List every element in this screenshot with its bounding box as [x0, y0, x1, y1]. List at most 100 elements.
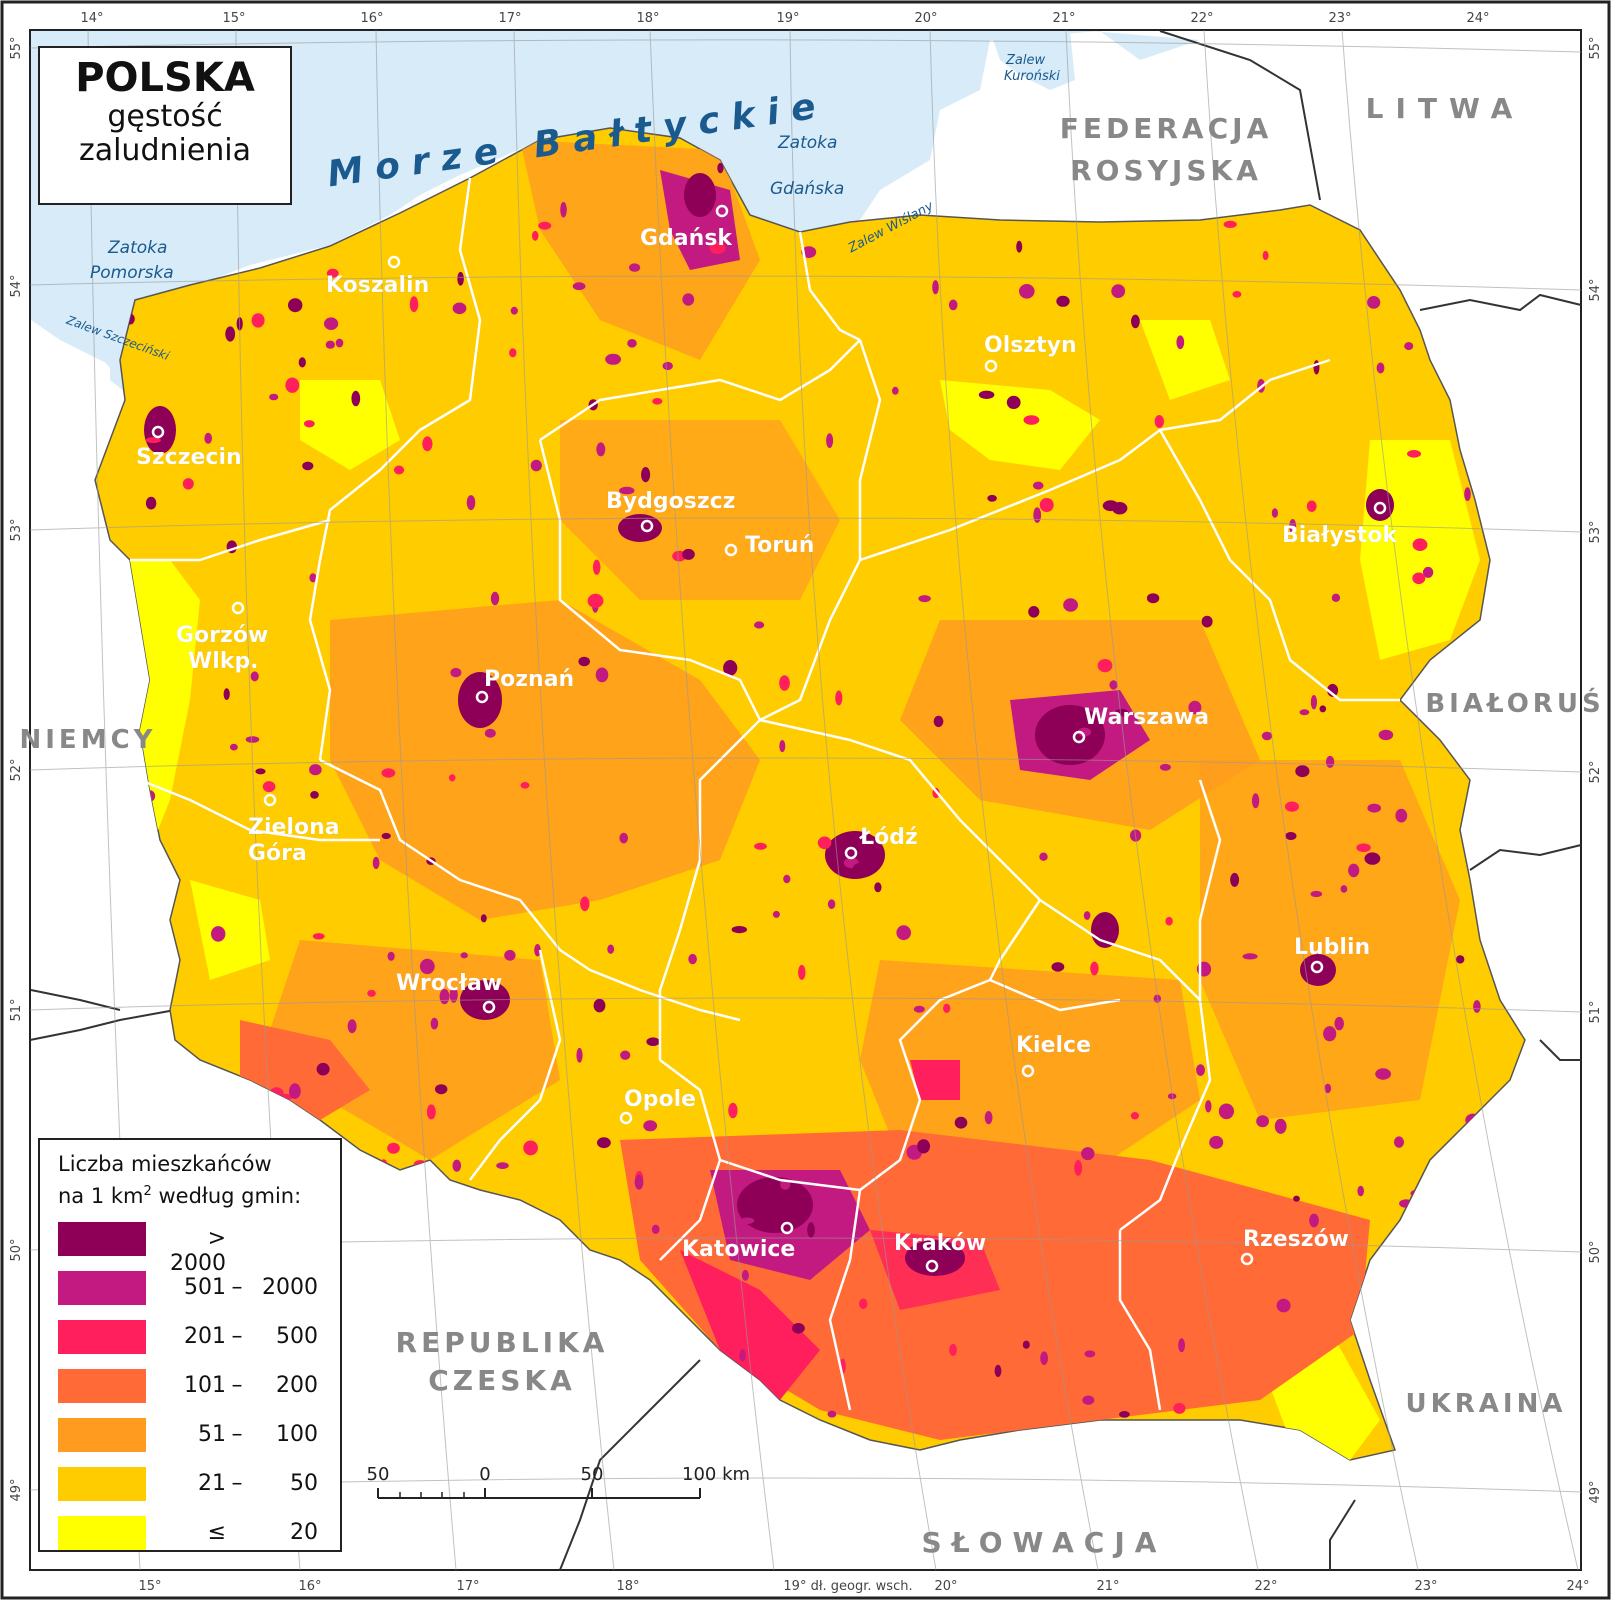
town-blob: [1404, 342, 1414, 351]
legend-range-low: 201: [184, 1324, 226, 1349]
town-blob: [1340, 885, 1348, 893]
city-label: Lublin: [1294, 935, 1370, 960]
town-blob: [145, 437, 161, 444]
town-blob: [1293, 1195, 1300, 1202]
legend-heading-line1: Liczba mieszkańców: [58, 1152, 272, 1176]
town-blob: [335, 338, 344, 348]
city-label: Koszalin: [326, 273, 429, 298]
lon-label-bottom: 24°: [1566, 1579, 1589, 1594]
town-blob: [1407, 450, 1421, 458]
town-blob: [1176, 335, 1185, 350]
town-blob: [422, 436, 433, 452]
town-blob: [783, 874, 791, 884]
town-blob: [1348, 863, 1360, 878]
town-blob: [807, 1222, 815, 1238]
town-blob: [223, 688, 230, 700]
baltic-sea: [31, 31, 1200, 420]
town-blob: [1119, 1411, 1130, 1418]
city-label: Katowice: [682, 1237, 795, 1262]
lon-label-bottom: 15°: [138, 1579, 161, 1594]
town-blob: [1040, 1351, 1048, 1365]
town-blob: [1023, 415, 1040, 425]
town-blob: [723, 660, 738, 676]
town-blob: [426, 1104, 436, 1120]
town-blob: [596, 442, 606, 457]
city-label: Wlkp.: [188, 649, 259, 674]
city-marker: [1240, 1252, 1254, 1266]
country-label: SŁOWACJA: [922, 1526, 1167, 1559]
town-blob: [771, 1208, 780, 1215]
town-blob: [452, 1159, 462, 1172]
lat-label-right: 51°: [1588, 1000, 1603, 1023]
lat-label-left: 50°: [9, 1238, 24, 1261]
city-label: Gdańsk: [640, 226, 733, 251]
lon-label-top: 14°: [80, 11, 103, 26]
town-blob: [634, 1174, 644, 1190]
town-blob: [917, 1139, 931, 1154]
town-blob: [798, 964, 806, 980]
town-blob: [316, 1062, 330, 1076]
town-blob: [1006, 395, 1021, 409]
town-blob: [1028, 606, 1040, 618]
town-blob: [1039, 852, 1048, 861]
town-blob: [466, 495, 476, 511]
town-blob: [1090, 961, 1099, 976]
town-blob: [1019, 284, 1035, 299]
town-blob: [530, 459, 542, 472]
town-blob: [1395, 808, 1408, 823]
city-label: Rzeszów: [1243, 1227, 1349, 1252]
town-blob: [480, 914, 487, 923]
city-label: Góra: [248, 841, 307, 866]
city-label: Kraków: [894, 1231, 986, 1256]
legend-swatch: [58, 1271, 146, 1305]
lon-label-top: 22°: [1190, 11, 1213, 26]
legend-swatch: [58, 1369, 146, 1403]
town-blob: [269, 393, 279, 401]
town-blob: [754, 621, 765, 629]
town-blob: [892, 386, 899, 395]
legend-range-high: 20: [290, 1520, 318, 1545]
town-blob: [1097, 659, 1113, 673]
town-blob: [1016, 240, 1023, 253]
scale-labels: 50 0 50 100 km: [367, 1464, 751, 1485]
map-title-box: POLSKA gęstość zaludnienia: [38, 46, 292, 205]
city-marker: [475, 690, 489, 704]
town-blob: [484, 728, 496, 738]
scale-label: 50: [367, 1464, 390, 1485]
town-blob: [409, 296, 419, 313]
town-blob: [717, 162, 724, 174]
legend-row: > 2000: [58, 1222, 328, 1276]
lon-label-top: 20°: [914, 11, 937, 26]
town-blob: [326, 268, 339, 278]
town-blob: [896, 925, 911, 941]
town-blob: [646, 1037, 660, 1046]
town-blob: [987, 494, 997, 502]
lat-label-right: 52°: [1588, 760, 1603, 783]
lat-label-left: 52°: [9, 758, 24, 781]
legend-swatch: [58, 1418, 146, 1452]
town-blob: [984, 1111, 993, 1125]
town-blob: [918, 595, 931, 603]
town-blob: [1081, 1147, 1095, 1161]
town-blob: [1367, 296, 1381, 309]
town-blob: [651, 1224, 660, 1235]
country-label: ROSYJSKA: [1070, 154, 1262, 187]
town-blob: [452, 302, 467, 315]
town-blob: [245, 736, 260, 743]
legend-range-high: 50: [290, 1471, 318, 1496]
town-blob: [367, 989, 376, 997]
town-blob: [560, 201, 567, 218]
town-blob: [1464, 487, 1471, 501]
town-blob: [641, 467, 651, 483]
town-blob: [1102, 500, 1119, 512]
town-blob: [1327, 683, 1339, 697]
town-blob: [430, 1017, 439, 1030]
city-label: Opole: [624, 1087, 696, 1112]
town-blob: [859, 1298, 868, 1310]
town-blob: [523, 1140, 538, 1156]
town-blob: [1223, 220, 1237, 228]
town-blob: [826, 433, 834, 448]
town-blob: [250, 671, 259, 682]
city-marker: [1072, 730, 1086, 744]
town-blob: [1063, 598, 1078, 612]
